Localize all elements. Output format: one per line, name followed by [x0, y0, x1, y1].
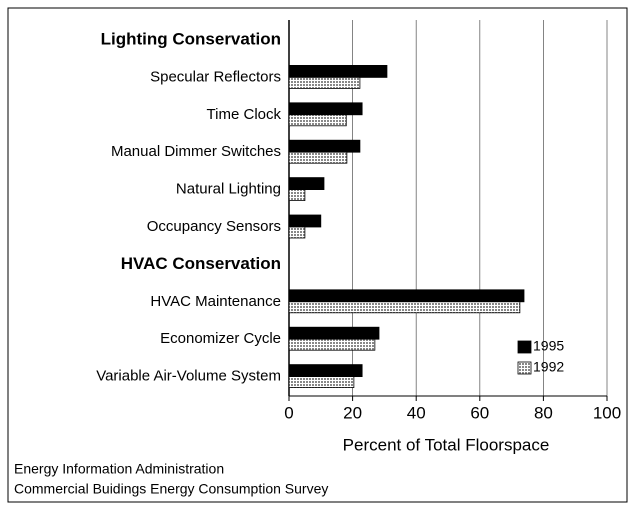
bar [288, 338, 376, 351]
legend-swatch [517, 340, 532, 354]
x-tick-label: 100 [593, 403, 621, 422]
bar [288, 326, 380, 340]
bar [288, 102, 363, 116]
y-tick-label: Variable Air-Volume System [96, 368, 281, 385]
bar [288, 226, 306, 239]
bar [288, 189, 306, 202]
bar [288, 177, 325, 191]
y-tick-label: Specular Reflectors [150, 68, 281, 85]
bar [288, 376, 355, 389]
legend-label: 1992 [533, 359, 564, 375]
x-tick-label: 0 [284, 403, 293, 422]
y-tick-label: Economizer Cycle [160, 330, 281, 347]
frame [7, 7, 628, 503]
source-line: Commercial Buidings Energy Consumption S… [14, 481, 328, 497]
y-tick-label: Occupancy Sensors [147, 218, 281, 235]
group-header: HVAC Conservation [121, 254, 281, 273]
legend-swatch [517, 361, 532, 375]
bar [288, 65, 388, 78]
legend-label: 1995 [533, 338, 564, 354]
bar [288, 114, 347, 127]
x-tick-label: 80 [534, 403, 553, 422]
bar [288, 289, 525, 303]
group-header: Lighting Conservation [101, 29, 281, 48]
bar [288, 301, 521, 314]
bar [288, 151, 348, 164]
x-tick-label: 60 [470, 403, 489, 422]
x-axis-title: Percent of Total Floorspace [343, 435, 550, 454]
bar [288, 364, 363, 378]
y-tick-label: Natural Lighting [176, 181, 281, 198]
y-tick-label: Time Clock [207, 106, 282, 123]
bar [288, 139, 361, 153]
x-tick-label: 40 [407, 403, 426, 422]
x-tick-label: 20 [343, 403, 362, 422]
y-tick-label: Manual Dimmer Switches [111, 143, 281, 160]
bar [288, 77, 361, 89]
bar [288, 214, 322, 228]
source-line: Energy Information Administration [14, 461, 224, 477]
y-tick-label: HVAC Maintenance [150, 293, 281, 310]
